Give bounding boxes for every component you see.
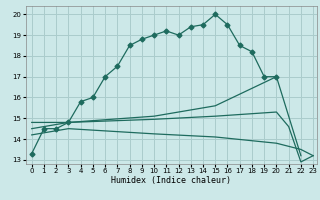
- X-axis label: Humidex (Indice chaleur): Humidex (Indice chaleur): [111, 176, 231, 185]
